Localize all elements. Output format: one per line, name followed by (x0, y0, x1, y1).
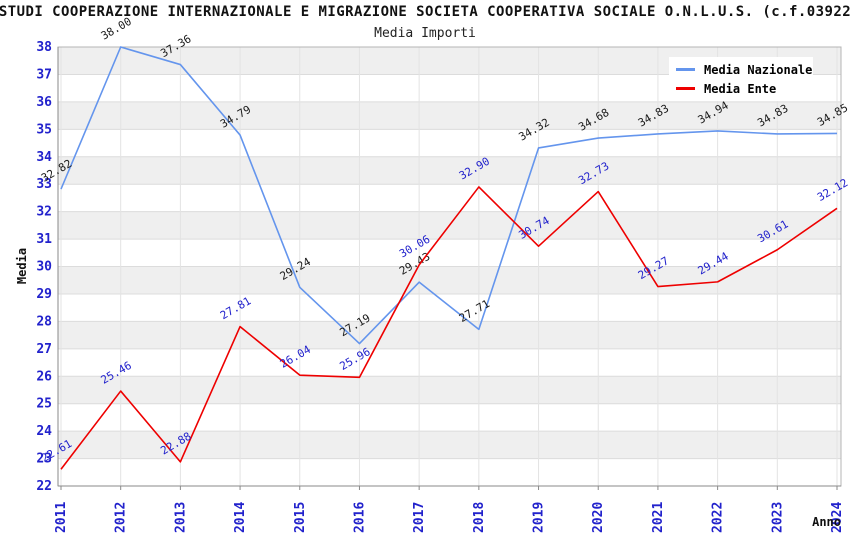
x-tick-label: 2020 (591, 502, 606, 533)
media-ente-line-swatch (676, 87, 695, 90)
grid-band (58, 129, 841, 157)
legend-label: Media Ente (704, 81, 777, 96)
grid-band (58, 321, 841, 349)
legend: Media Nazionale Media Ente (669, 57, 813, 101)
y-tick-label: 29 (36, 287, 52, 302)
y-tick-label: 38 (36, 40, 52, 55)
y-tick-label: 33 (36, 177, 52, 192)
series-line-media-ente (60, 186, 838, 470)
x-tick-label: 2012 (114, 502, 129, 533)
y-tick-label: 30 (36, 260, 52, 275)
y-tick-label: 34 (36, 150, 52, 165)
x-tick-label: 2023 (770, 502, 785, 533)
x-axis-title: Anno (812, 515, 841, 529)
y-tick-label: 32 (36, 205, 52, 220)
x-tick-label: 2018 (472, 502, 487, 533)
y-tick-label: 28 (36, 314, 52, 329)
media-nazionale-line-swatch (676, 68, 695, 71)
x-tick-label: 2016 (352, 502, 367, 533)
x-tick-label: 2022 (711, 502, 726, 533)
grid-band (58, 239, 841, 267)
y-tick-label: 25 (36, 397, 52, 412)
y-tick-label: 31 (36, 232, 52, 247)
y-tick-label: 37 (36, 67, 52, 82)
chart-title: STUDI COOPERAZIONE INTERNAZIONALE E MIGR… (0, 4, 850, 20)
y-tick-label: 23 (36, 452, 52, 467)
y-tick-label: 36 (36, 95, 52, 110)
grid-band (58, 293, 841, 322)
y-tick-label: 24 (36, 424, 52, 439)
legend-item-media-ente: Media Ente (669, 79, 813, 98)
legend-item-media-nazionale: Media Nazionale (669, 60, 813, 79)
y-tick-label: 35 (36, 122, 52, 137)
grid-band (58, 184, 841, 212)
y-tick-label: 22 (36, 479, 52, 494)
grid-band (58, 156, 841, 185)
grid-band (58, 458, 841, 486)
x-tick-label: 2015 (293, 502, 308, 533)
x-tick-label: 2017 (412, 502, 427, 533)
x-tick-label: 2013 (173, 502, 188, 533)
grid-band (58, 266, 841, 294)
y-tick-label: 26 (36, 369, 52, 384)
grid-band (58, 348, 841, 377)
legend-label: Media Nazionale (704, 62, 813, 77)
x-tick-label: 2014 (233, 502, 248, 533)
grid-band (58, 101, 841, 130)
x-tick-label: 2019 (532, 502, 547, 533)
grid-band (58, 376, 841, 404)
series-line-media-nazionale (60, 46, 838, 345)
y-axis-title: Media (15, 247, 29, 285)
chart-subtitle: Media Importi (374, 26, 476, 41)
x-tick-label: 2024 (830, 502, 845, 533)
y-tick-label: 27 (36, 342, 52, 357)
x-tick-label: 2011 (54, 502, 69, 533)
grid-band (58, 403, 841, 432)
x-tick-label: 2021 (651, 502, 666, 533)
